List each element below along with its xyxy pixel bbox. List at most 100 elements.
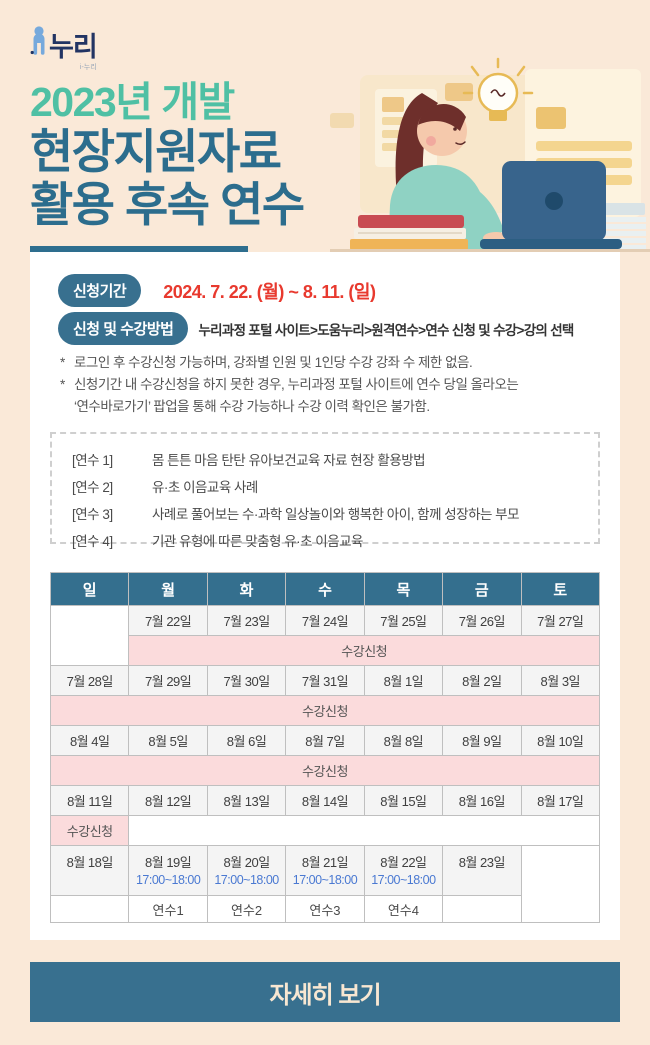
session-cell: 연수4 bbox=[363, 895, 444, 923]
empty-cell bbox=[49, 605, 130, 666]
calendar-week4-dates: 8월 11일 8월 12일 8월 13일 8월 14일 8월 15일 8월 16… bbox=[49, 785, 601, 816]
date-cell: 7월 22일 bbox=[128, 605, 208, 636]
course-title: 몸 튼튼 마음 탄탄 유아보건교육 자료 현장 활용방법 bbox=[152, 453, 426, 468]
signup-band: 수강신청 bbox=[50, 695, 600, 726]
weekday-wed: 수 bbox=[285, 572, 365, 606]
date-cell: 8월 13일 bbox=[206, 785, 287, 816]
calendar-week2-signup: 수강신청 bbox=[50, 695, 600, 726]
calendar-week1-dates: 7월 22일 7월 23일 7월 24일 7월 25일 7월 26일 7월 27… bbox=[49, 605, 601, 666]
date-cell: 8월 16일 bbox=[442, 785, 522, 816]
schedule-calendar: 일 월 화 수 목 금 토 7월 22일 7월 23일 7월 24일 7월 25… bbox=[49, 572, 601, 923]
date-cell: 8월 6일 bbox=[206, 725, 287, 756]
course-item: [연수 4] 기관 유형에 따른 맞춤형 유·초 이음교육 bbox=[72, 528, 578, 555]
date-time-cell: 8월 22일 17:00~18:00 bbox=[363, 845, 444, 896]
calendar-week1-signup: 수강신청 bbox=[51, 635, 600, 666]
date-cell: 7월 30일 bbox=[206, 665, 287, 696]
calendar-week3-signup: 수강신청 bbox=[50, 755, 600, 786]
see-details-button[interactable]: 자세히 보기 bbox=[30, 962, 620, 1022]
logo-subtext: i-누리 bbox=[79, 64, 97, 71]
course-title: 유·초 이음교육 사례 bbox=[152, 480, 258, 495]
course-title: 기관 유형에 따른 맞춤형 유·초 이음교육 bbox=[152, 534, 363, 549]
signup-band: 수강신청 bbox=[50, 755, 600, 786]
note-text-3: ‘연수바로가기’ 팝업을 통해 수강 가능하나 수강 이력 확인은 불가함. bbox=[74, 399, 430, 414]
empty-cell bbox=[49, 895, 130, 923]
empty-cell bbox=[520, 845, 601, 923]
date-cell: 7월 29일 bbox=[128, 665, 208, 696]
date-cell: 7월 24일 bbox=[285, 605, 365, 636]
course-item: [연수 3] 사례로 풀어보는 수·과학 일상놀이와 행복한 아이, 함께 성장… bbox=[72, 501, 578, 528]
date-cell: 8월 5일 bbox=[128, 725, 208, 756]
title-main-1: 현장지원자료 bbox=[30, 124, 282, 178]
course-label: [연수 1] bbox=[72, 453, 113, 468]
note-text-2: 신청기간 내 수강신청을 하지 못한 경우, 누리과정 포털 사이트에 연수 당… bbox=[74, 377, 519, 392]
course-title: 사례로 풀어보는 수·과학 일상놀이와 행복한 아이, 함께 성장하는 부모 bbox=[152, 507, 520, 522]
date-cell: 8월 18일 bbox=[49, 845, 130, 896]
date-time-cell: 8월 19일 17:00~18:00 bbox=[128, 845, 208, 896]
date-time-cell: 8월 21일 17:00~18:00 bbox=[285, 845, 365, 896]
title-year: 2023년 개발 bbox=[30, 79, 235, 125]
logo-text: 누리 bbox=[49, 32, 98, 62]
date-cell: 8월 4일 bbox=[49, 725, 130, 756]
info-card: 신청기간 2024. 7. 22. (월) ~ 8. 11. (일) 신청 및 … bbox=[30, 252, 620, 940]
date-cell: 8월 15일 bbox=[363, 785, 444, 816]
session-time: 17:00~18:00 bbox=[214, 873, 279, 887]
date-cell: 7월 25일 bbox=[363, 605, 444, 636]
title-main-2: 활용 후속 연수 bbox=[30, 177, 305, 231]
calendar-header-row: 일 월 화 수 목 금 토 bbox=[49, 572, 601, 606]
date-cell: 7월 26일 bbox=[442, 605, 522, 636]
course-list: [연수 1] 몸 튼튼 마음 탄탄 유아보건교육 자료 현장 활용방법 [연수 … bbox=[50, 432, 600, 549]
lightbulb-icon bbox=[462, 57, 534, 95]
weekday-sun: 일 bbox=[49, 572, 130, 606]
session-cell: 연수2 bbox=[206, 895, 287, 923]
empty-cell bbox=[442, 895, 522, 923]
logo: 누리 i-누리 bbox=[30, 26, 98, 72]
course-label: [연수 4] bbox=[72, 534, 113, 549]
signup-band: 수강신청 bbox=[128, 635, 600, 666]
method-value: 누리과정 포털 사이트>도움누리>원격연수>연수 신청 및 수강>강의 선택 bbox=[198, 322, 574, 338]
note-line: * 로그인 후 수강신청 가능하며, 강좌별 인원 및 1인당 수강 강좌 수 … bbox=[60, 352, 600, 374]
date-cell: 8월 14일 bbox=[285, 785, 365, 816]
weekday-mon: 월 bbox=[128, 572, 208, 606]
session-cell: 연수3 bbox=[285, 895, 365, 923]
calendar-week2-dates: 7월 28일 7월 29일 7월 30일 7월 31일 8월 1일 8월 2일 … bbox=[49, 665, 601, 696]
apply-period-value: 2024. 7. 22. (월) ~ 8. 11. (일) bbox=[163, 281, 376, 302]
session-time: 17:00~18:00 bbox=[292, 873, 358, 887]
weekday-fri: 금 bbox=[442, 572, 522, 606]
note-text-1: 로그인 후 수강신청 가능하며, 강좌별 인원 및 1인당 수강 강좌 수 제한… bbox=[74, 355, 473, 370]
date-cell: 7월 23일 bbox=[206, 605, 287, 636]
empty-cell bbox=[128, 815, 600, 846]
note-line: * 신청기간 내 수강신청을 하지 못한 경우, 누리과정 포털 사이트에 연수… bbox=[60, 374, 600, 396]
weekday-tue: 화 bbox=[206, 572, 287, 606]
date-time-cell: 8월 20일 17:00~18:00 bbox=[206, 845, 287, 896]
date-cell: 7월 31일 bbox=[285, 665, 365, 696]
weekday-sat: 토 bbox=[520, 572, 601, 606]
date-cell: 8월 10일 bbox=[520, 725, 601, 756]
method-badge: 신청 및 수강방법 bbox=[58, 312, 189, 345]
date-cell: 8월 9일 bbox=[442, 725, 522, 756]
session-cell: 연수1 bbox=[128, 895, 208, 923]
calendar-week5-dates: 8월 18일 8월 19일 17:00~18:00 8월 20일 17:00~1… bbox=[49, 845, 601, 923]
date-cell: 8월 1일 bbox=[363, 665, 444, 696]
calendar-week3-dates: 8월 4일 8월 5일 8월 6일 8월 7일 8월 8일 8월 9일 8월 1… bbox=[49, 725, 601, 756]
date-cell: 8월 7일 bbox=[285, 725, 365, 756]
title-underline bbox=[30, 246, 248, 252]
signup-band: 수강신청 bbox=[49, 815, 130, 846]
date-cell: 8월 2일 bbox=[442, 665, 522, 696]
date-cell: 8월 8일 bbox=[363, 725, 444, 756]
date-cell: 8월 23일 bbox=[442, 845, 522, 896]
illustration-woman-laptop bbox=[330, 57, 650, 252]
date-cell: 8월 3일 bbox=[520, 665, 601, 696]
course-item: [연수 1] 몸 튼튼 마음 탄탄 유아보건교육 자료 현장 활용방법 bbox=[72, 447, 578, 474]
calendar-week4-signup: 수강신청 bbox=[49, 815, 600, 846]
date-cell: 7월 28일 bbox=[49, 665, 130, 696]
course-item: [연수 2] 유·초 이음교육 사례 bbox=[72, 474, 578, 501]
course-label: [연수 3] bbox=[72, 507, 113, 522]
course-label: [연수 2] bbox=[72, 480, 113, 495]
session-time: 17:00~18:00 bbox=[371, 873, 436, 887]
person-i-icon bbox=[30, 26, 47, 61]
date-cell: 7월 27일 bbox=[520, 605, 601, 636]
page-title: 2023년 개발 현장지원자료 활용 후속 연수 bbox=[30, 79, 305, 231]
apply-period-badge: 신청기간 bbox=[58, 274, 142, 307]
date-cell: 8월 12일 bbox=[128, 785, 208, 816]
